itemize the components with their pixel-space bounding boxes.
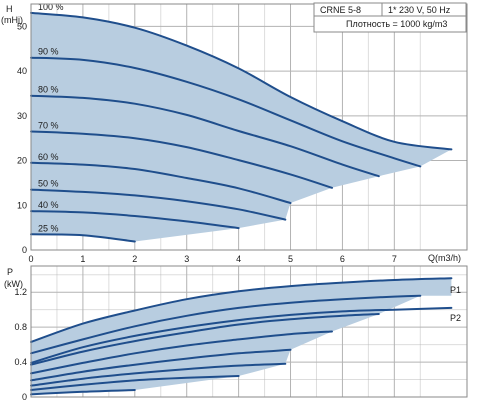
power-curve-8	[30, 389, 136, 396]
x-tick-label: 2	[132, 254, 137, 264]
head-curve-label-25-pct: 25 %	[38, 223, 59, 233]
head-plot-frame	[30, 3, 468, 251]
x-tick-label: 1	[80, 254, 85, 264]
power-axis-label: P	[7, 267, 13, 277]
head-curve-label-40-pct: 40 %	[38, 200, 59, 210]
power-axis-unit: (kW)	[4, 279, 23, 289]
head-curve-label-70-pct: 70 %	[38, 120, 59, 130]
model-label: CRNE 5-8	[320, 5, 361, 15]
head-curve-100-pct	[30, 11, 453, 151]
power-curve-p1	[30, 277, 453, 343]
head-curve-label-90-pct: 90 %	[38, 47, 59, 57]
power-curve-p2	[30, 306, 453, 364]
head-curve-90-pct	[30, 56, 422, 168]
head-curve-label-60-pct: 60 %	[38, 152, 59, 162]
head-y-tick-label: 10	[17, 200, 27, 210]
power-curves	[30, 277, 453, 396]
head-curve-50-pct	[30, 188, 287, 221]
power-curve-5	[30, 348, 292, 382]
supply-label: 1* 230 V, 50 Hz	[388, 5, 451, 15]
power-curve-4	[30, 330, 333, 375]
x-tick-label: 0	[28, 254, 33, 264]
head-y-tick-label: 0	[22, 245, 27, 255]
p1-label: P1	[450, 285, 461, 295]
x-tick-label: 7	[392, 254, 397, 264]
density-label: Плотность = 1000 kg/m3	[346, 19, 447, 29]
head-curve-label-100-pct: 100 %	[38, 2, 64, 12]
power-y-tick-label: 0.4	[14, 357, 27, 367]
head-y-tick-label: 20	[17, 156, 27, 166]
power-curve-6	[30, 362, 287, 387]
power-curve-7	[30, 375, 240, 391]
power-tick-labels: 0 0.4 0.8 1.2	[14, 287, 27, 400]
power-curve-2	[30, 294, 422, 355]
head-curve-80-pct	[30, 94, 380, 178]
power-y-tick-label: 0	[22, 392, 27, 400]
head-operating-envelope	[31, 12, 452, 242]
power-y-tick-label: 0.8	[14, 322, 27, 332]
power-chart: 0 0.4 0.8 1.2 P (kW) P1 P2	[4, 265, 468, 400]
head-y-tick-label: 30	[17, 111, 27, 121]
power-plot-frame	[30, 265, 468, 398]
head-curve-40-pct	[30, 210, 240, 230]
x-tick-label: 3	[184, 254, 189, 264]
head-curve-label-50-pct: 50 %	[38, 179, 59, 189]
p2-label: P2	[450, 313, 461, 323]
head-chart: 100 % 90 % 80 % 70 % 60 % 50 % 40 % 25 % 0 1 2 3 4 5…	[1, 2, 468, 264]
x-tick-label: 4	[236, 254, 241, 264]
info-box: CRNE 5-8 1* 230 V, 50 Hz Плотность = 100…	[313, 2, 467, 33]
head-curves: 100 % 90 % 80 % 70 % 60 % 50 % 40 % 25 %	[30, 2, 453, 243]
head-y-tick-label: 40	[17, 66, 27, 76]
info-box-frame	[313, 2, 467, 33]
head-curve-60-pct	[30, 161, 292, 204]
power-curve-3	[30, 313, 380, 366]
head-curve-25-pct	[30, 233, 136, 243]
head-tick-labels: 0 1 2 3 4 5 6 7 0 10 20 30 40 50	[17, 21, 397, 264]
x-tick-label: 5	[288, 254, 293, 264]
x-tick-label: 6	[340, 254, 345, 264]
power-y-tick-label: 1.2	[14, 287, 27, 297]
head-curve-70-pct	[30, 130, 333, 189]
head-axis-label: H	[6, 4, 13, 14]
flow-axis-label: Q(m3/h)	[428, 253, 461, 263]
head-y-tick-label: 50	[17, 21, 27, 31]
head-axis-unit: (mHi)	[1, 15, 23, 25]
head-curve-label-80-pct: 80 %	[38, 85, 59, 95]
